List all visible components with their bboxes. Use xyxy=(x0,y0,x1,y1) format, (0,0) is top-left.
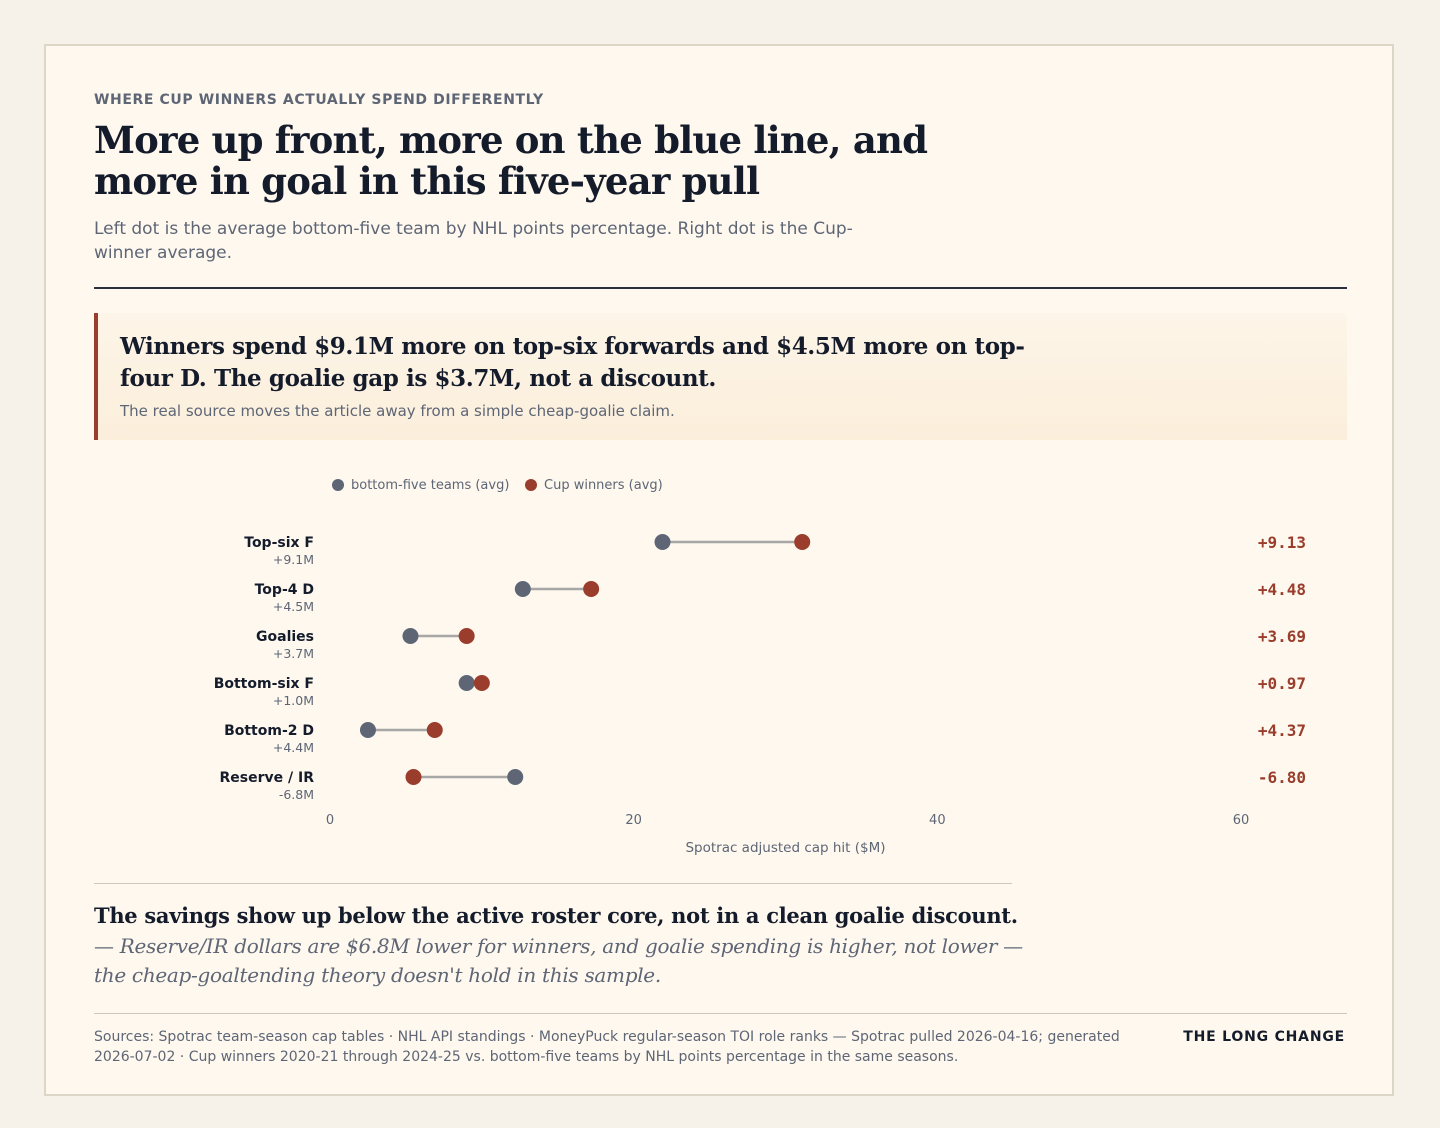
row-label: Top-4 D xyxy=(255,582,314,598)
row-label: Goalies xyxy=(256,629,314,645)
x-axis-title: Spotrac adjusted cap hit ($M) xyxy=(685,840,885,856)
dumbbell-chart: bottom-five teams (avg) Cup winners (avg)… xyxy=(214,478,1306,856)
row-label: Bottom-six F xyxy=(214,676,314,692)
kicker: WHERE CUP WINNERS ACTUALLY SPEND DIFFERE… xyxy=(94,92,544,108)
legend-label-cup-winners: Cup winners (avg) xyxy=(544,478,663,493)
x-tick-label: 0 xyxy=(326,813,334,828)
dot-bottom-five xyxy=(654,534,671,550)
legend-marker-bottom-five xyxy=(332,479,344,491)
top-rule xyxy=(94,287,1347,289)
dot-bottom-five xyxy=(458,675,475,691)
delta-value: +9.13 xyxy=(1258,533,1306,552)
callout-title: Winners spend $9.1M more on top-six forw… xyxy=(120,333,1025,392)
dot-cup-winners xyxy=(583,581,600,597)
takeaway-body: — Reserve/IR dollars are $6.8M lower for… xyxy=(94,934,1023,987)
headline: More up front, more on the blue line, an… xyxy=(94,118,928,203)
sources-note: Sources: Spotrac team-season cap tables … xyxy=(94,1029,1120,1065)
dot-cup-winners xyxy=(794,534,811,550)
subtitle: Left dot is the average bottom-five team… xyxy=(94,219,853,263)
x-tick-label: 60 xyxy=(1233,813,1250,828)
takeaway-headline: The savings show up below the active ros… xyxy=(94,903,1018,928)
callout-box: Winners spend $9.1M more on top-six forw… xyxy=(94,313,1347,440)
delta-value: -6.80 xyxy=(1258,768,1306,787)
legend-label-bottom-five: bottom-five teams (avg) xyxy=(351,478,509,493)
row-sublabel: +9.1M xyxy=(273,552,314,567)
row-sublabel: +4.4M xyxy=(273,740,314,755)
dot-cup-winners xyxy=(473,675,490,691)
dot-cup-winners xyxy=(405,769,422,785)
brand-logo-text: THE LONG CHANGE xyxy=(1183,1029,1345,1045)
dot-cup-winners xyxy=(426,722,443,738)
x-tick-label: 20 xyxy=(625,813,642,828)
dot-bottom-five xyxy=(359,722,376,738)
row-sublabel: -6.8M xyxy=(279,787,314,802)
row-sublabel: +1.0M xyxy=(273,693,314,708)
callout-note: The real source moves the article away f… xyxy=(120,402,675,420)
row-label: Top-six F xyxy=(244,535,314,551)
delta-value: +0.97 xyxy=(1258,674,1306,693)
footer-divider xyxy=(94,1013,1347,1014)
row-label: Bottom-2 D xyxy=(224,723,314,739)
chart-card: WHERE CUP WINNERS ACTUALLY SPEND DIFFERE… xyxy=(44,44,1394,1096)
delta-value: +3.69 xyxy=(1258,627,1306,646)
dot-bottom-five xyxy=(507,769,524,785)
dot-cup-winners xyxy=(458,628,475,644)
dot-bottom-five xyxy=(402,628,419,644)
delta-value: +4.48 xyxy=(1258,580,1306,599)
row-sublabel: +3.7M xyxy=(273,646,314,661)
legend-marker-cup-winners xyxy=(525,479,537,491)
x-tick-label: 40 xyxy=(929,813,946,828)
delta-value: +4.37 xyxy=(1258,721,1306,740)
row-sublabel: +4.5M xyxy=(273,599,314,614)
row-label: Reserve / IR xyxy=(220,770,315,786)
takeaway-divider xyxy=(94,883,1012,884)
dot-bottom-five xyxy=(514,581,531,597)
